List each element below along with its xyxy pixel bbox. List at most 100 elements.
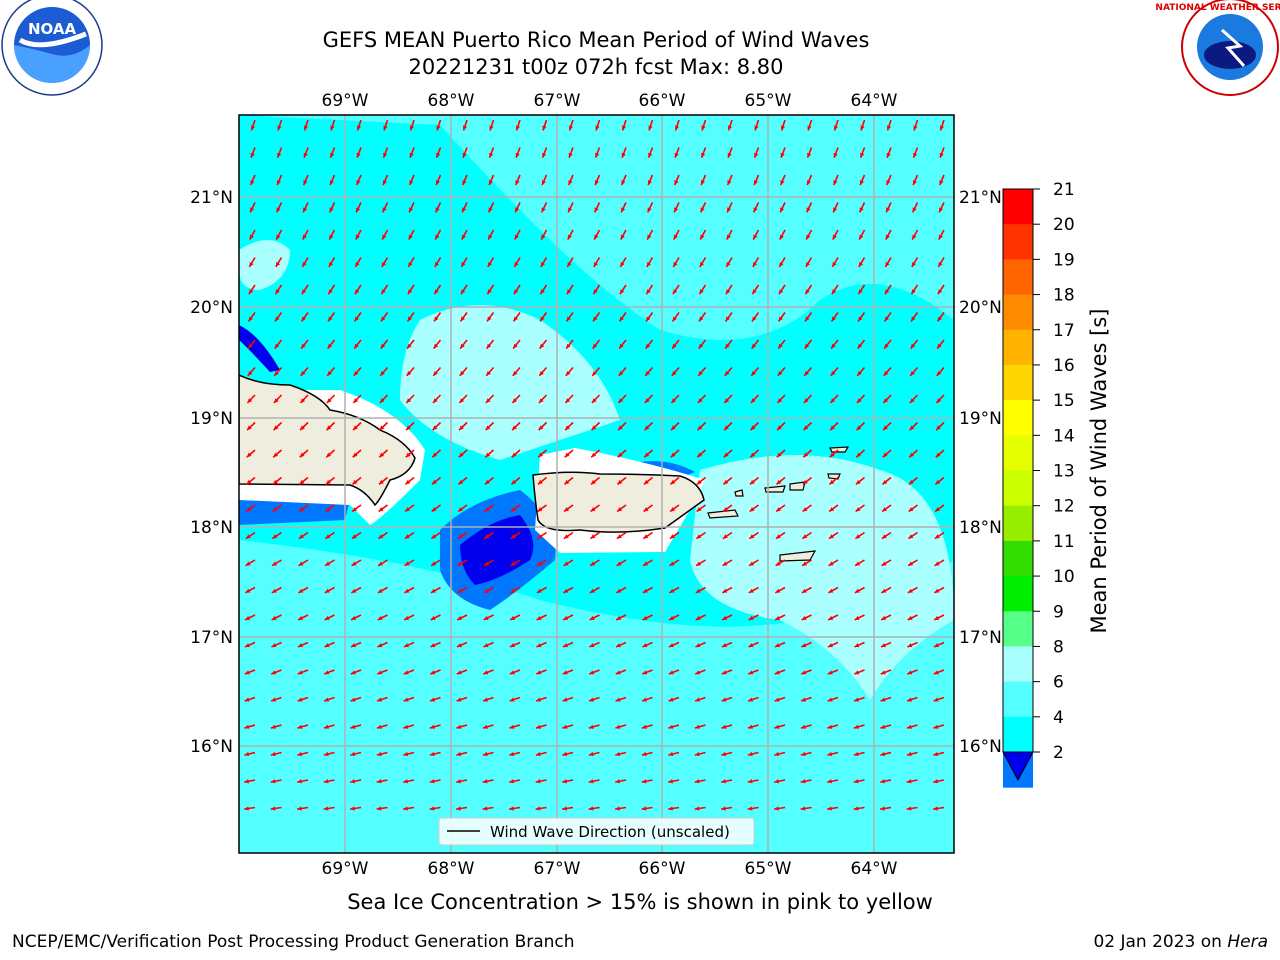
lat-label: 19°N: [959, 409, 1002, 429]
wind-arrow-head: [272, 479, 278, 485]
wind-arrow-head: [619, 289, 625, 295]
wind-arrow-head: [827, 751, 833, 757]
wind-arrow-head: [431, 507, 437, 512]
wind-arrow-head: [434, 289, 439, 295]
footer-branch: NCEP/EMC/Verification Post Processing Pr…: [12, 932, 575, 952]
wind-arrow-head: [408, 234, 413, 240]
colorbar-cell: [1003, 646, 1033, 683]
wind-arrow-head: [882, 479, 888, 485]
wind-arrow-head: [723, 507, 729, 512]
wind-arrow-head: [780, 125, 786, 131]
wind-arrow-head: [590, 561, 596, 566]
wind-arrow-head: [329, 180, 334, 186]
wind-arrow-head: [801, 697, 807, 702]
wind-arrow-head: [330, 152, 335, 158]
wind-arrow-head: [350, 670, 356, 675]
wind-arrow-head: [512, 425, 517, 431]
wind-arrow-head: [377, 615, 383, 620]
wind-arrow-head: [588, 751, 594, 757]
wind-arrow-head: [694, 724, 700, 729]
lon-label: 68°W: [428, 859, 475, 879]
wind-arrow-head: [645, 343, 651, 349]
wind-arrow-head: [911, 316, 916, 322]
wind-arrow-head: [646, 316, 651, 322]
wind-arrow-head: [244, 697, 250, 702]
wind-arrow-head: [774, 670, 780, 675]
wind-arrow-head: [459, 425, 464, 431]
wind-arrow-head: [748, 643, 754, 648]
wind-arrow-head: [274, 370, 279, 376]
wind-arrow-head: [482, 779, 488, 784]
wind-arrow-head: [748, 615, 754, 620]
wind-arrow-head: [382, 207, 387, 213]
wind-arrow-head: [753, 180, 758, 186]
wind-arrow-head: [859, 180, 864, 186]
wind-arrow-head: [592, 343, 598, 349]
wind-arrow-head: [270, 806, 276, 811]
wind-arrow-head: [830, 398, 836, 403]
wind-arrow-head: [514, 234, 519, 240]
wind-arrow-head: [805, 316, 810, 322]
wind-arrow-head: [352, 507, 358, 512]
wind-arrow-head: [564, 479, 570, 485]
wind-arrow-head: [774, 751, 780, 757]
wind-arrow-head: [297, 779, 303, 784]
wind-arrow-head: [350, 724, 356, 729]
wind-arrow-head: [511, 452, 517, 458]
wind-arrow-head: [644, 452, 650, 458]
wind-arrow-head: [589, 643, 595, 648]
wind-arrow-head: [379, 425, 385, 431]
colorbar-tick-label: 20: [1053, 215, 1075, 235]
wind-arrow-head: [747, 751, 753, 757]
wind-arrow-head: [298, 561, 304, 566]
wind-arrow-head: [324, 643, 330, 648]
wind-arrow-head: [350, 643, 356, 648]
wind-arrow-head: [272, 534, 278, 539]
wind-arrow-head: [906, 724, 912, 729]
wind-arrow-head: [514, 261, 519, 267]
wind-arrow-head: [936, 370, 942, 376]
wind-arrow-head: [484, 479, 490, 485]
wind-arrow-head: [457, 561, 463, 566]
wind-arrow-head: [408, 261, 413, 267]
nws-logo-text: NATIONAL WEATHER SERVICE: [1155, 3, 1280, 13]
wind-arrow-head: [540, 289, 545, 295]
wind-arrow-head: [485, 398, 491, 403]
wind-arrow-head: [933, 779, 939, 784]
wind-arrow-head: [351, 615, 357, 620]
wind-arrow-head: [429, 806, 435, 811]
wind-arrow-head: [618, 398, 624, 403]
lat-label: 16°N: [959, 737, 1002, 757]
wind-arrow-head: [695, 697, 701, 702]
wind-arrow-head: [299, 507, 305, 512]
wind-arrow-head: [429, 751, 435, 757]
wind-arrow-head: [409, 152, 414, 158]
wind-arrow-head: [858, 289, 863, 295]
wind-arrow-head: [435, 207, 440, 213]
wind-arrow-head: [245, 588, 251, 593]
chart-title: GEFS MEAN Puerto Rico Mean Period of Win…: [322, 28, 870, 52]
wind-arrow-head: [853, 751, 859, 757]
wind-arrow-head: [645, 370, 650, 376]
wind-arrow-head: [588, 724, 594, 729]
wind-arrow-head: [775, 588, 781, 593]
wind-arrow-head: [537, 534, 543, 539]
wind-arrow-head: [483, 643, 489, 648]
wind-arrow-head: [462, 207, 467, 213]
wind-arrow-head: [462, 180, 467, 186]
wind-arrow-head: [668, 779, 674, 784]
wind-arrow-head: [380, 370, 385, 376]
wind-arrow-head: [488, 207, 493, 213]
wind-arrow-head: [376, 779, 382, 784]
wind-arrow-head: [911, 261, 917, 267]
wind-arrow-head: [880, 806, 885, 811]
wind-arrow-head: [780, 207, 785, 213]
wind-arrow-head: [615, 697, 621, 702]
wind-arrow-head: [857, 370, 862, 376]
wind-arrow-head: [563, 534, 569, 539]
wind-arrow-head: [802, 479, 808, 485]
wind-arrow-head: [725, 316, 730, 322]
wind-arrow-head: [538, 452, 544, 458]
wind-arrow-head: [482, 751, 488, 757]
period-zone-6-8-south: [239, 540, 954, 853]
